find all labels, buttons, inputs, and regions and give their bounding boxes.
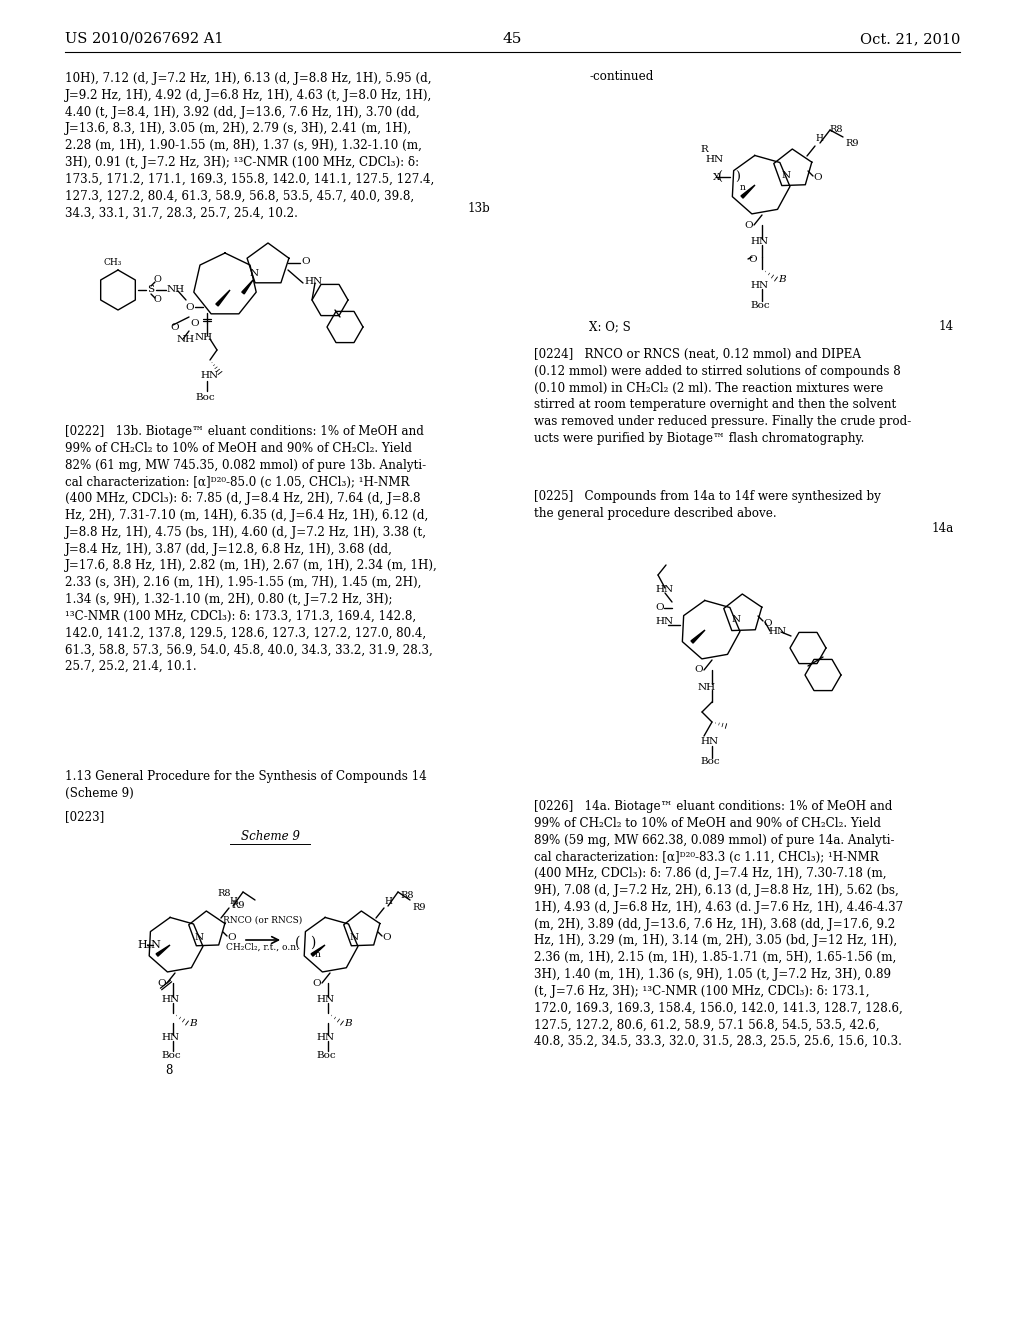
- Text: RNCO (or RNCS): RNCO (or RNCS): [223, 916, 303, 925]
- Text: HN: HN: [316, 994, 334, 1003]
- Text: 14a: 14a: [932, 521, 954, 535]
- Text: O: O: [655, 603, 664, 612]
- Text: HN: HN: [705, 156, 723, 165]
- Text: NH: NH: [698, 682, 716, 692]
- Text: US 2010/0267692 A1: US 2010/0267692 A1: [65, 32, 223, 46]
- Text: O: O: [190, 318, 199, 327]
- Text: 10H), 7.12 (d, J=7.2 Hz, 1H), 6.13 (d, J=8.8 Hz, 1H), 5.95 (d,
J=9.2 Hz, 1H), 4.: 10H), 7.12 (d, J=7.2 Hz, 1H), 6.13 (d, J…: [65, 73, 434, 219]
- Text: R8: R8: [400, 891, 414, 899]
- Text: [0226]   14a. Biotage™ eluant conditions: 1% of MeOH and
99% of CH₂Cl₂ to 10% of: [0226] 14a. Biotage™ eluant conditions: …: [534, 800, 903, 1048]
- Text: O: O: [185, 302, 194, 312]
- Text: Boc: Boc: [316, 1051, 336, 1060]
- Text: R8: R8: [217, 888, 230, 898]
- Text: R8: R8: [829, 124, 843, 133]
- Text: N: N: [350, 932, 359, 941]
- Text: Boc: Boc: [161, 1051, 180, 1060]
- Polygon shape: [156, 945, 170, 956]
- Text: O: O: [170, 322, 178, 331]
- Text: 13b: 13b: [467, 202, 490, 215]
- Text: HN: HN: [655, 586, 673, 594]
- Text: CH₂Cl₂, r.t., o.n.: CH₂Cl₂, r.t., o.n.: [226, 942, 299, 952]
- Text: S: S: [147, 285, 155, 293]
- Text: O: O: [744, 220, 753, 230]
- Text: CH₃: CH₃: [103, 257, 122, 267]
- Text: N: N: [195, 932, 204, 941]
- Text: n: n: [315, 950, 321, 960]
- Text: (: (: [295, 936, 300, 950]
- Text: R9: R9: [231, 900, 245, 909]
- Text: ): ): [310, 936, 315, 950]
- Text: [0223]: [0223]: [65, 810, 104, 822]
- Text: Oct. 21, 2010: Oct. 21, 2010: [859, 32, 961, 46]
- Polygon shape: [216, 290, 230, 306]
- Text: Boc: Boc: [750, 301, 770, 309]
- Text: NH: NH: [167, 285, 185, 293]
- Text: R9: R9: [412, 903, 426, 912]
- Text: NH: NH: [177, 335, 196, 345]
- Text: X: O; S: X: O; S: [589, 319, 631, 333]
- Text: H: H: [229, 898, 237, 906]
- Text: HN: HN: [768, 627, 786, 636]
- Text: ): ): [735, 170, 740, 183]
- Polygon shape: [691, 630, 705, 643]
- Text: B: B: [189, 1019, 197, 1027]
- Text: HN: HN: [200, 371, 218, 380]
- Text: HN: HN: [304, 277, 323, 286]
- Text: (: (: [718, 170, 723, 183]
- Text: [0224]   RNCO or RNCS (neat, 0.12 mmol) and DIPEA
(0.12 mmol) were added to stir: [0224] RNCO or RNCS (neat, 0.12 mmol) an…: [534, 348, 911, 445]
- Text: Boc: Boc: [195, 393, 215, 403]
- Text: O: O: [748, 256, 757, 264]
- Text: O: O: [157, 978, 166, 987]
- Text: N: N: [782, 170, 792, 180]
- Text: O: O: [763, 619, 772, 627]
- Text: 14: 14: [939, 319, 954, 333]
- Text: O: O: [312, 978, 321, 987]
- Text: n: n: [740, 183, 745, 191]
- Text: HN: HN: [750, 281, 768, 289]
- Text: 1.13 General Procedure for the Synthesis of Compounds 14
(Scheme 9): 1.13 General Procedure for the Synthesis…: [65, 770, 427, 800]
- Text: 45: 45: [503, 32, 521, 46]
- Polygon shape: [311, 945, 325, 956]
- Text: R9: R9: [845, 139, 858, 148]
- Text: B: B: [344, 1019, 351, 1027]
- Text: H: H: [815, 135, 823, 143]
- Text: HN: HN: [161, 994, 179, 1003]
- Text: H₂N: H₂N: [137, 940, 161, 950]
- Text: O: O: [301, 257, 309, 267]
- Text: HN: HN: [750, 238, 768, 247]
- Text: NH: NH: [195, 333, 213, 342]
- Text: O: O: [813, 173, 821, 182]
- Text: 8: 8: [165, 1064, 172, 1077]
- Text: H: H: [384, 898, 392, 906]
- Polygon shape: [242, 280, 253, 294]
- Text: HN: HN: [655, 618, 673, 627]
- Text: HN: HN: [700, 738, 718, 747]
- Text: HN: HN: [316, 1032, 334, 1041]
- Text: Scheme 9: Scheme 9: [241, 830, 299, 843]
- Text: O: O: [227, 933, 236, 942]
- Text: O: O: [154, 294, 162, 304]
- Text: O: O: [154, 276, 162, 285]
- Text: O: O: [382, 933, 390, 942]
- Text: N: N: [732, 615, 741, 624]
- Text: [0225]   Compounds from 14a to 14f were synthesized by
the general procedure des: [0225] Compounds from 14a to 14f were sy…: [534, 490, 881, 520]
- Text: N: N: [250, 268, 259, 277]
- Text: X: X: [713, 173, 720, 181]
- Text: Boc: Boc: [700, 758, 720, 767]
- Text: [0222]   13b. Biotage™ eluant conditions: 1% of MeOH and
99% of CH₂Cl₂ to 10% of: [0222] 13b. Biotage™ eluant conditions: …: [65, 425, 437, 673]
- Text: HN: HN: [161, 1032, 179, 1041]
- Text: -continued: -continued: [589, 70, 653, 83]
- Text: B: B: [778, 275, 785, 284]
- Text: O: O: [694, 665, 702, 675]
- Text: R: R: [700, 145, 708, 154]
- Polygon shape: [741, 185, 755, 198]
